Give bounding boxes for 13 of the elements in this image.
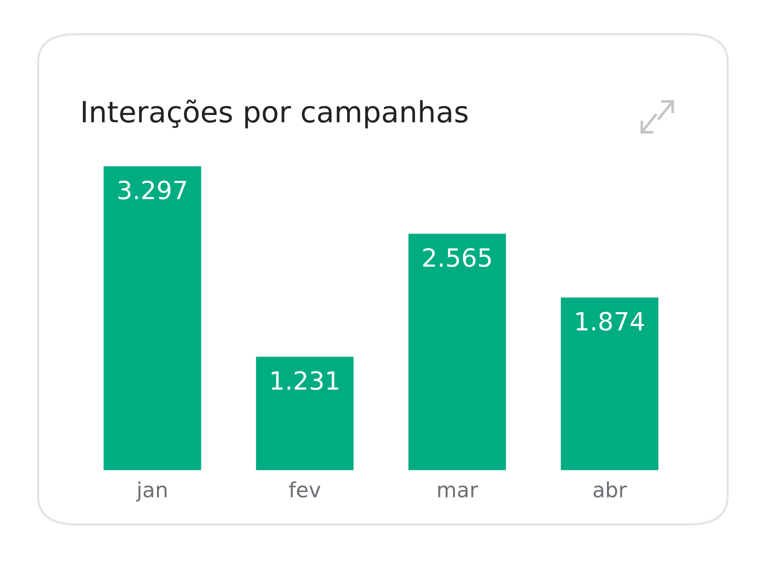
data-label: 1.231 [272,371,338,390]
bar [408,234,506,470]
x-tick-label: fev [289,481,320,498]
bar [256,356,354,470]
data-label: 2.565 [423,248,491,267]
bar [560,297,658,470]
bar [104,166,202,470]
x-tick-label: jan [136,481,167,502]
data-label: 3.297 [118,180,186,200]
chart-title: Interações por campanhas [82,100,468,128]
x-tick-label: mar [438,486,478,498]
data-label: 1.874 [576,312,644,331]
x-tick-label: abr [594,481,627,498]
